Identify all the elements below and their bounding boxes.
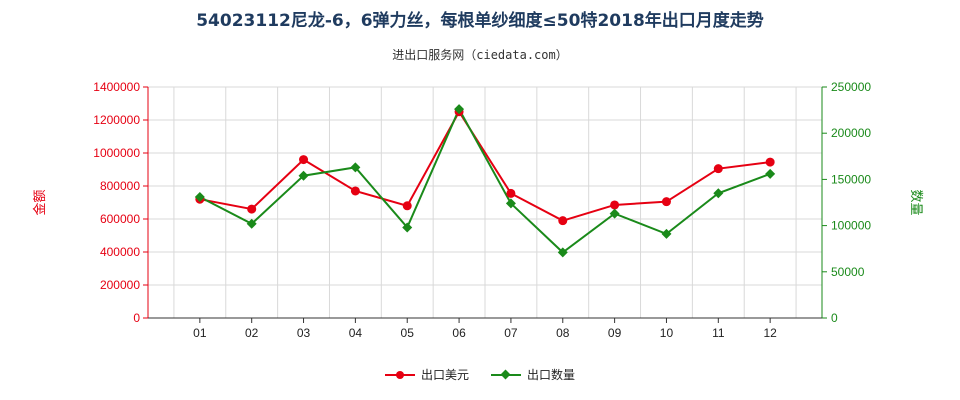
data-point-value — [402, 201, 412, 211]
x-tick-label: 02 — [245, 326, 259, 340]
y-left-tick-label: 1200000 — [93, 113, 140, 127]
legend-item-qty[interactable]: 出口数量 — [491, 366, 575, 383]
x-tick-label: 06 — [452, 326, 466, 340]
x-tick-label: 04 — [349, 326, 363, 340]
y-left-tick-label: 800000 — [100, 179, 140, 193]
x-tick-label: 12 — [763, 326, 777, 340]
data-point-qty — [246, 218, 257, 229]
x-tick-label: 07 — [504, 326, 518, 340]
data-point-value — [661, 197, 671, 207]
data-point-qty — [402, 222, 413, 233]
chart-title: 54023112尼龙-6，6弹力丝，每根单纱细度≤50特2018年出口月度走势 — [196, 11, 764, 31]
y-left-tick-label: 200000 — [100, 278, 140, 292]
data-point-value — [299, 155, 309, 165]
y-right-tick-label: 250000 — [831, 80, 871, 94]
x-tick-label: 10 — [660, 326, 674, 340]
x-tick-label: 01 — [193, 326, 207, 340]
data-point-value — [713, 164, 723, 174]
y-left-tick-label: 600000 — [100, 212, 140, 226]
data-point-qty — [661, 228, 672, 239]
chart-subtitle: 进出口服务网（ciedata.com） — [392, 48, 568, 62]
y-right-tick-label: 100000 — [831, 219, 871, 233]
data-point-value — [558, 216, 568, 226]
legend-line-icon — [384, 370, 415, 379]
y-right-tick-label: 200000 — [831, 126, 871, 140]
data-point-qty — [298, 170, 309, 181]
data-point-qty — [505, 198, 516, 209]
data-point-qty — [765, 168, 776, 179]
data-point-qty — [609, 208, 620, 219]
y-right-tick-label: 0 — [831, 311, 838, 325]
series-line-value — [199, 109, 771, 222]
data-point-value — [350, 186, 360, 196]
x-tick-label: 03 — [297, 326, 311, 340]
series-line-qty — [199, 106, 771, 254]
x-tick-label: 09 — [608, 326, 622, 340]
legend-line-icon — [491, 369, 521, 379]
legend-label-qty: 出口数量 — [527, 368, 576, 382]
legend: 出口美元 出口数量 — [0, 366, 960, 383]
legend-item-value[interactable]: 出口美元 — [384, 366, 469, 383]
data-point-qty — [713, 188, 724, 199]
y-right-tick-label: 150000 — [831, 172, 871, 186]
data-point-value — [765, 157, 775, 167]
x-tick-label: 05 — [401, 326, 415, 340]
x-tick-label: 11 — [712, 326, 725, 340]
data-point-value — [610, 200, 620, 210]
data-point-qty — [454, 104, 465, 115]
data-point-qty — [350, 162, 361, 173]
data-point-value — [506, 188, 516, 198]
data-point-qty — [194, 191, 205, 202]
y-left-tick-label: 1400000 — [93, 80, 140, 94]
legend-label-value: 出口美元 — [420, 368, 469, 382]
data-point-qty — [557, 247, 568, 258]
y-left-tick-label: 0 — [133, 311, 140, 325]
y-right-axis-title: 数量 — [908, 189, 923, 215]
y-left-axis-title: 金额 — [32, 189, 48, 215]
y-right-tick-label: 50000 — [831, 265, 865, 279]
y-left-tick-label: 1000000 — [93, 146, 140, 160]
x-tick-label: 08 — [556, 326, 570, 340]
data-point-value — [247, 204, 257, 214]
y-left-tick-label: 400000 — [100, 245, 140, 259]
